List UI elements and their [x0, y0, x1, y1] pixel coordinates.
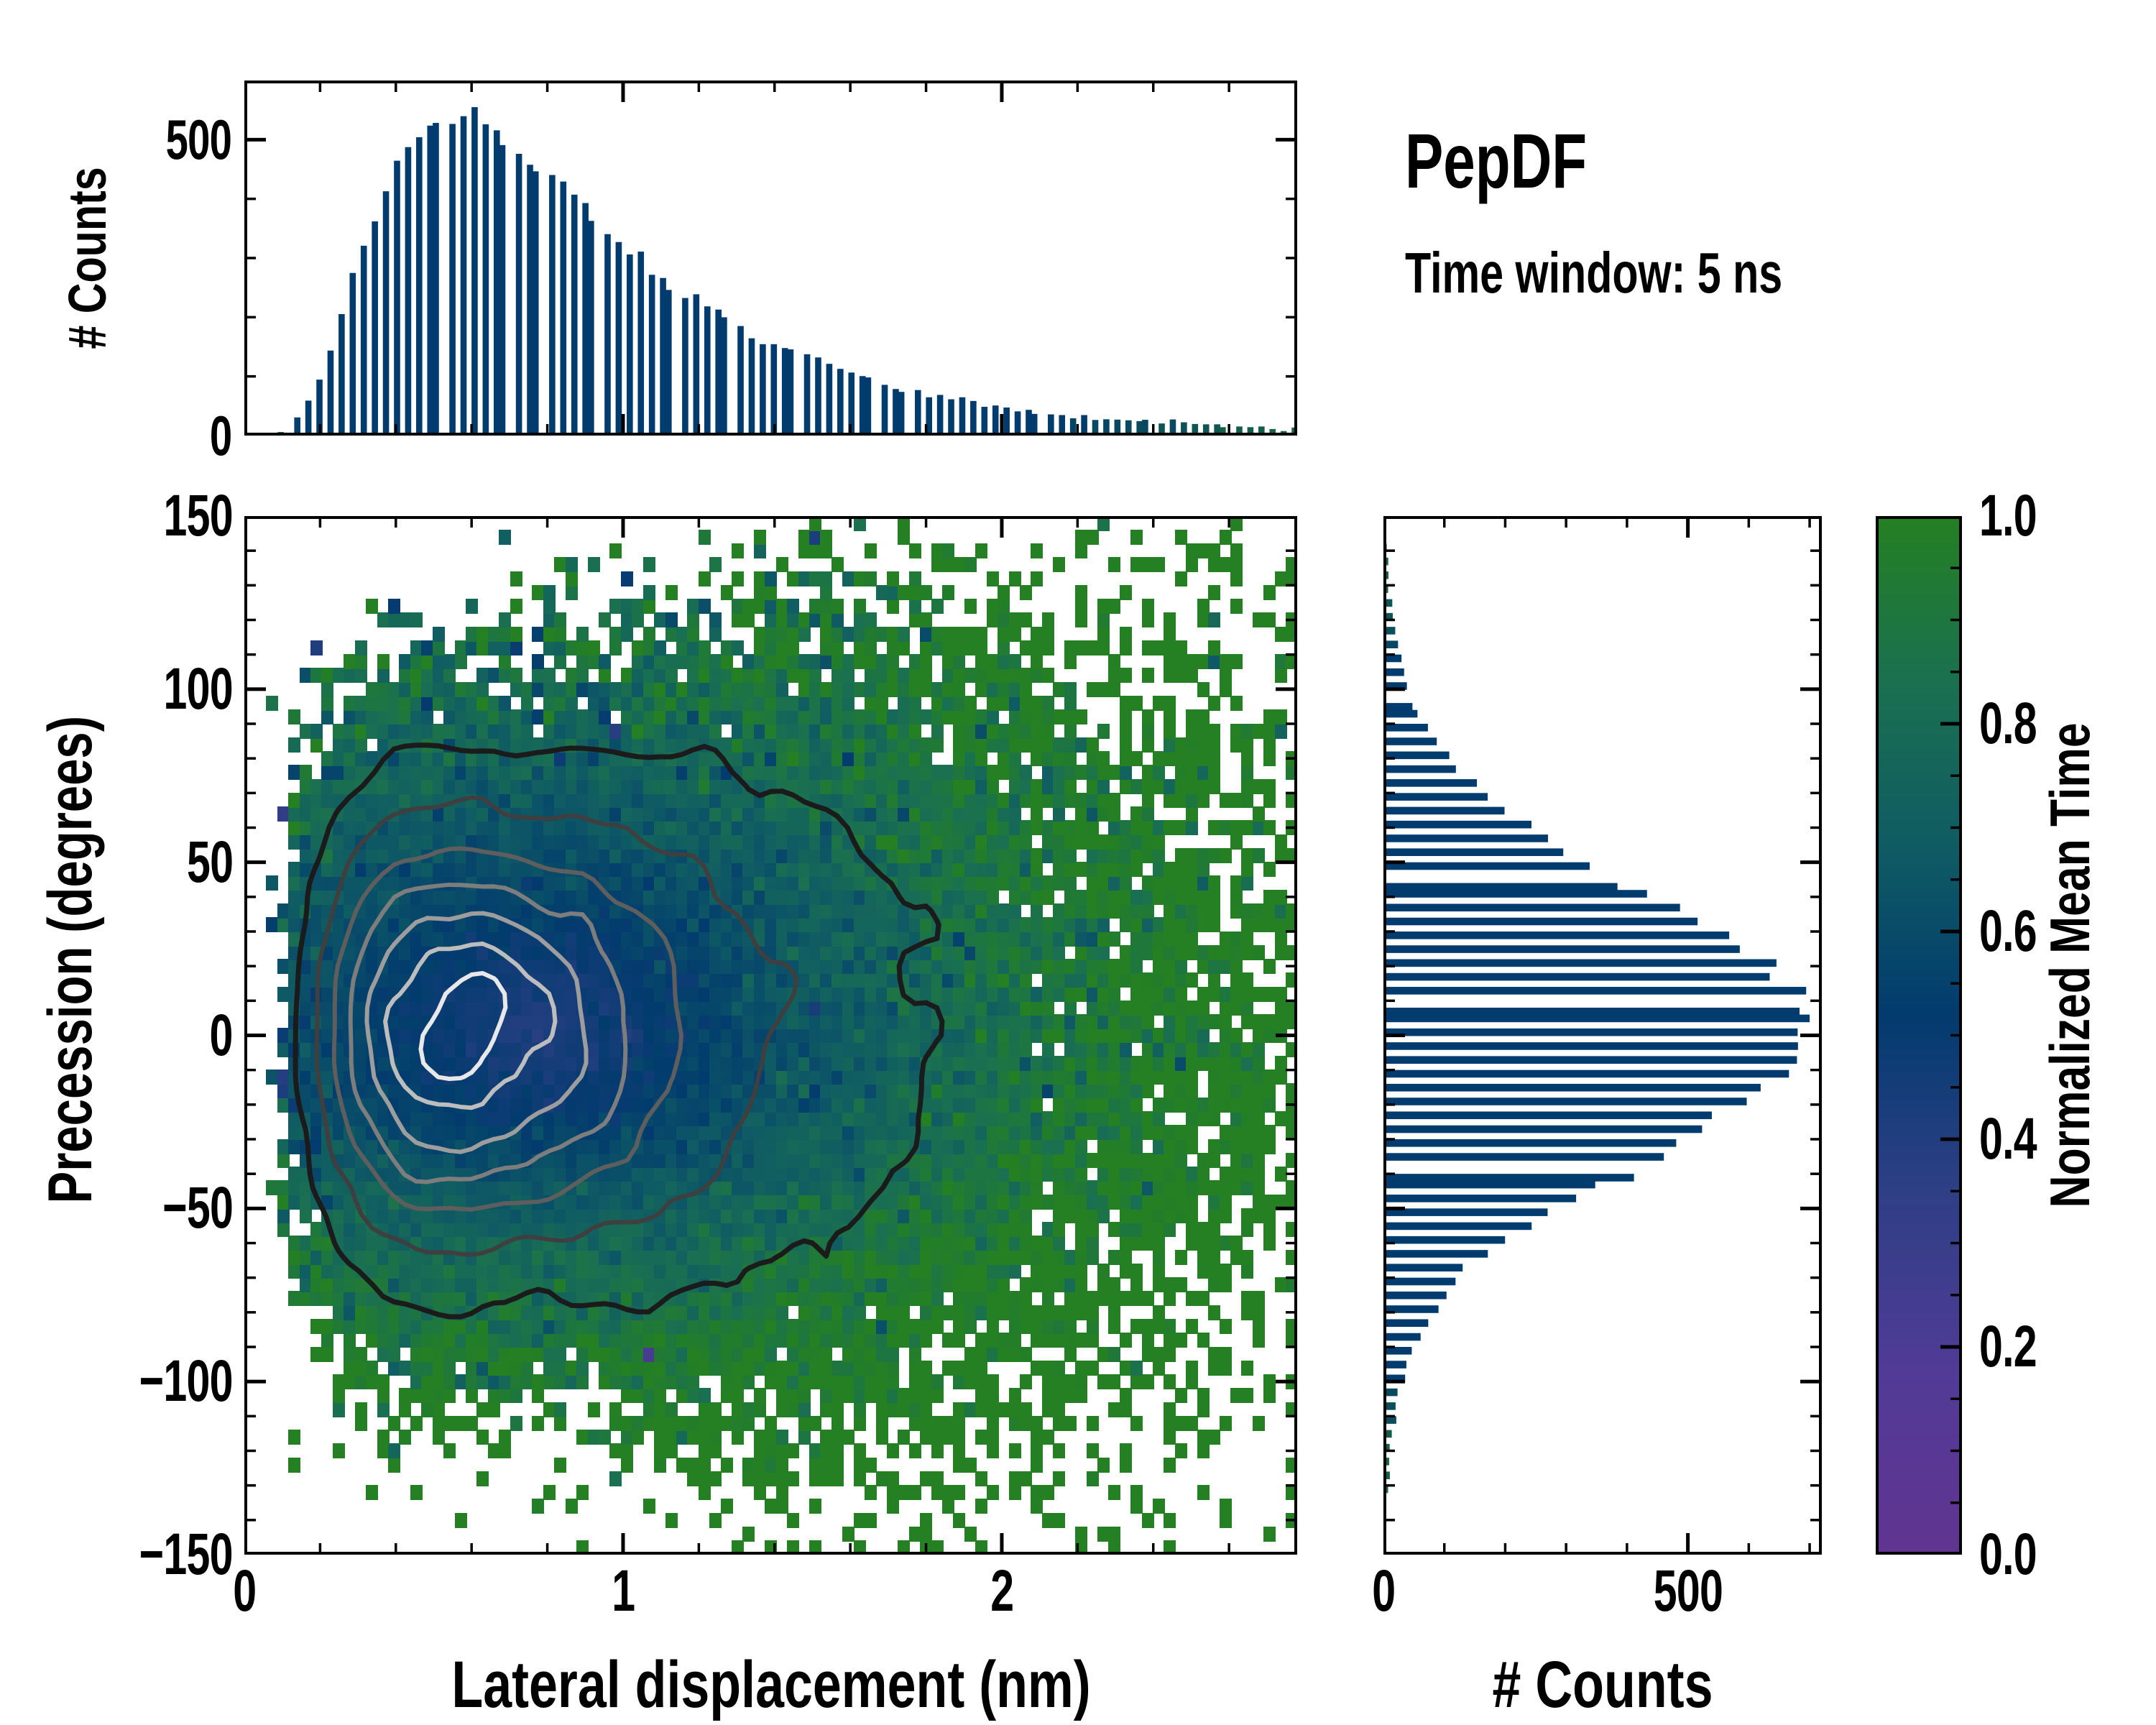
colorbar-tick-label: 0.0: [1979, 1522, 2037, 1587]
figure-subtitle: Time window: 5 ns: [1405, 241, 1783, 305]
main-y-tick-label: 150: [163, 483, 234, 548]
joint-heatmap-canvas: [244, 516, 1297, 1555]
colorbar-tick-label: 1.0: [1979, 483, 2037, 548]
colorbar-tick-label: 0.2: [1979, 1314, 2037, 1379]
main-y-tick-label: −50: [162, 1175, 234, 1241]
colorbar-tick-label: 0.6: [1979, 898, 2037, 964]
right-histogram-tick-label: 0: [1371, 1558, 1396, 1624]
main-y-tick-label: 100: [163, 656, 234, 722]
x-marginal-histogram-canvas: [244, 80, 1297, 436]
colorbar-label: Normalized Mean Time: [2038, 722, 2101, 1208]
main-y-tick-label: −150: [139, 1522, 234, 1587]
main-y-tick-label: 0: [209, 1002, 234, 1068]
main-x-tick-label: 1: [611, 1558, 635, 1624]
top-histogram-ylabel: # Counts: [57, 167, 117, 349]
main-ylabel: Precession (degrees): [36, 715, 105, 1204]
right-histogram-xlabel: # Counts: [1492, 1648, 1713, 1721]
main-x-tick-label: 0: [232, 1558, 257, 1624]
y-marginal-histogram-canvas: [1383, 516, 1822, 1555]
main-xlabel: Lateral displacement (nm): [451, 1648, 1091, 1721]
figure-title: PepDF: [1405, 117, 1588, 204]
top-histogram-tick-label: 0: [209, 404, 231, 467]
main-y-tick-label: −100: [139, 1348, 234, 1414]
main-y-tick-label: 50: [186, 829, 234, 895]
colorbar-tick-label: 0.4: [1979, 1106, 2037, 1172]
colorbar-tick-label: 0.8: [1979, 691, 2037, 756]
right-histogram-tick-label: 500: [1653, 1558, 1723, 1624]
colorbar-canvas: [1876, 516, 1962, 1555]
top-histogram-tick-label: 500: [165, 108, 231, 172]
main-x-tick-label: 2: [990, 1558, 1014, 1624]
